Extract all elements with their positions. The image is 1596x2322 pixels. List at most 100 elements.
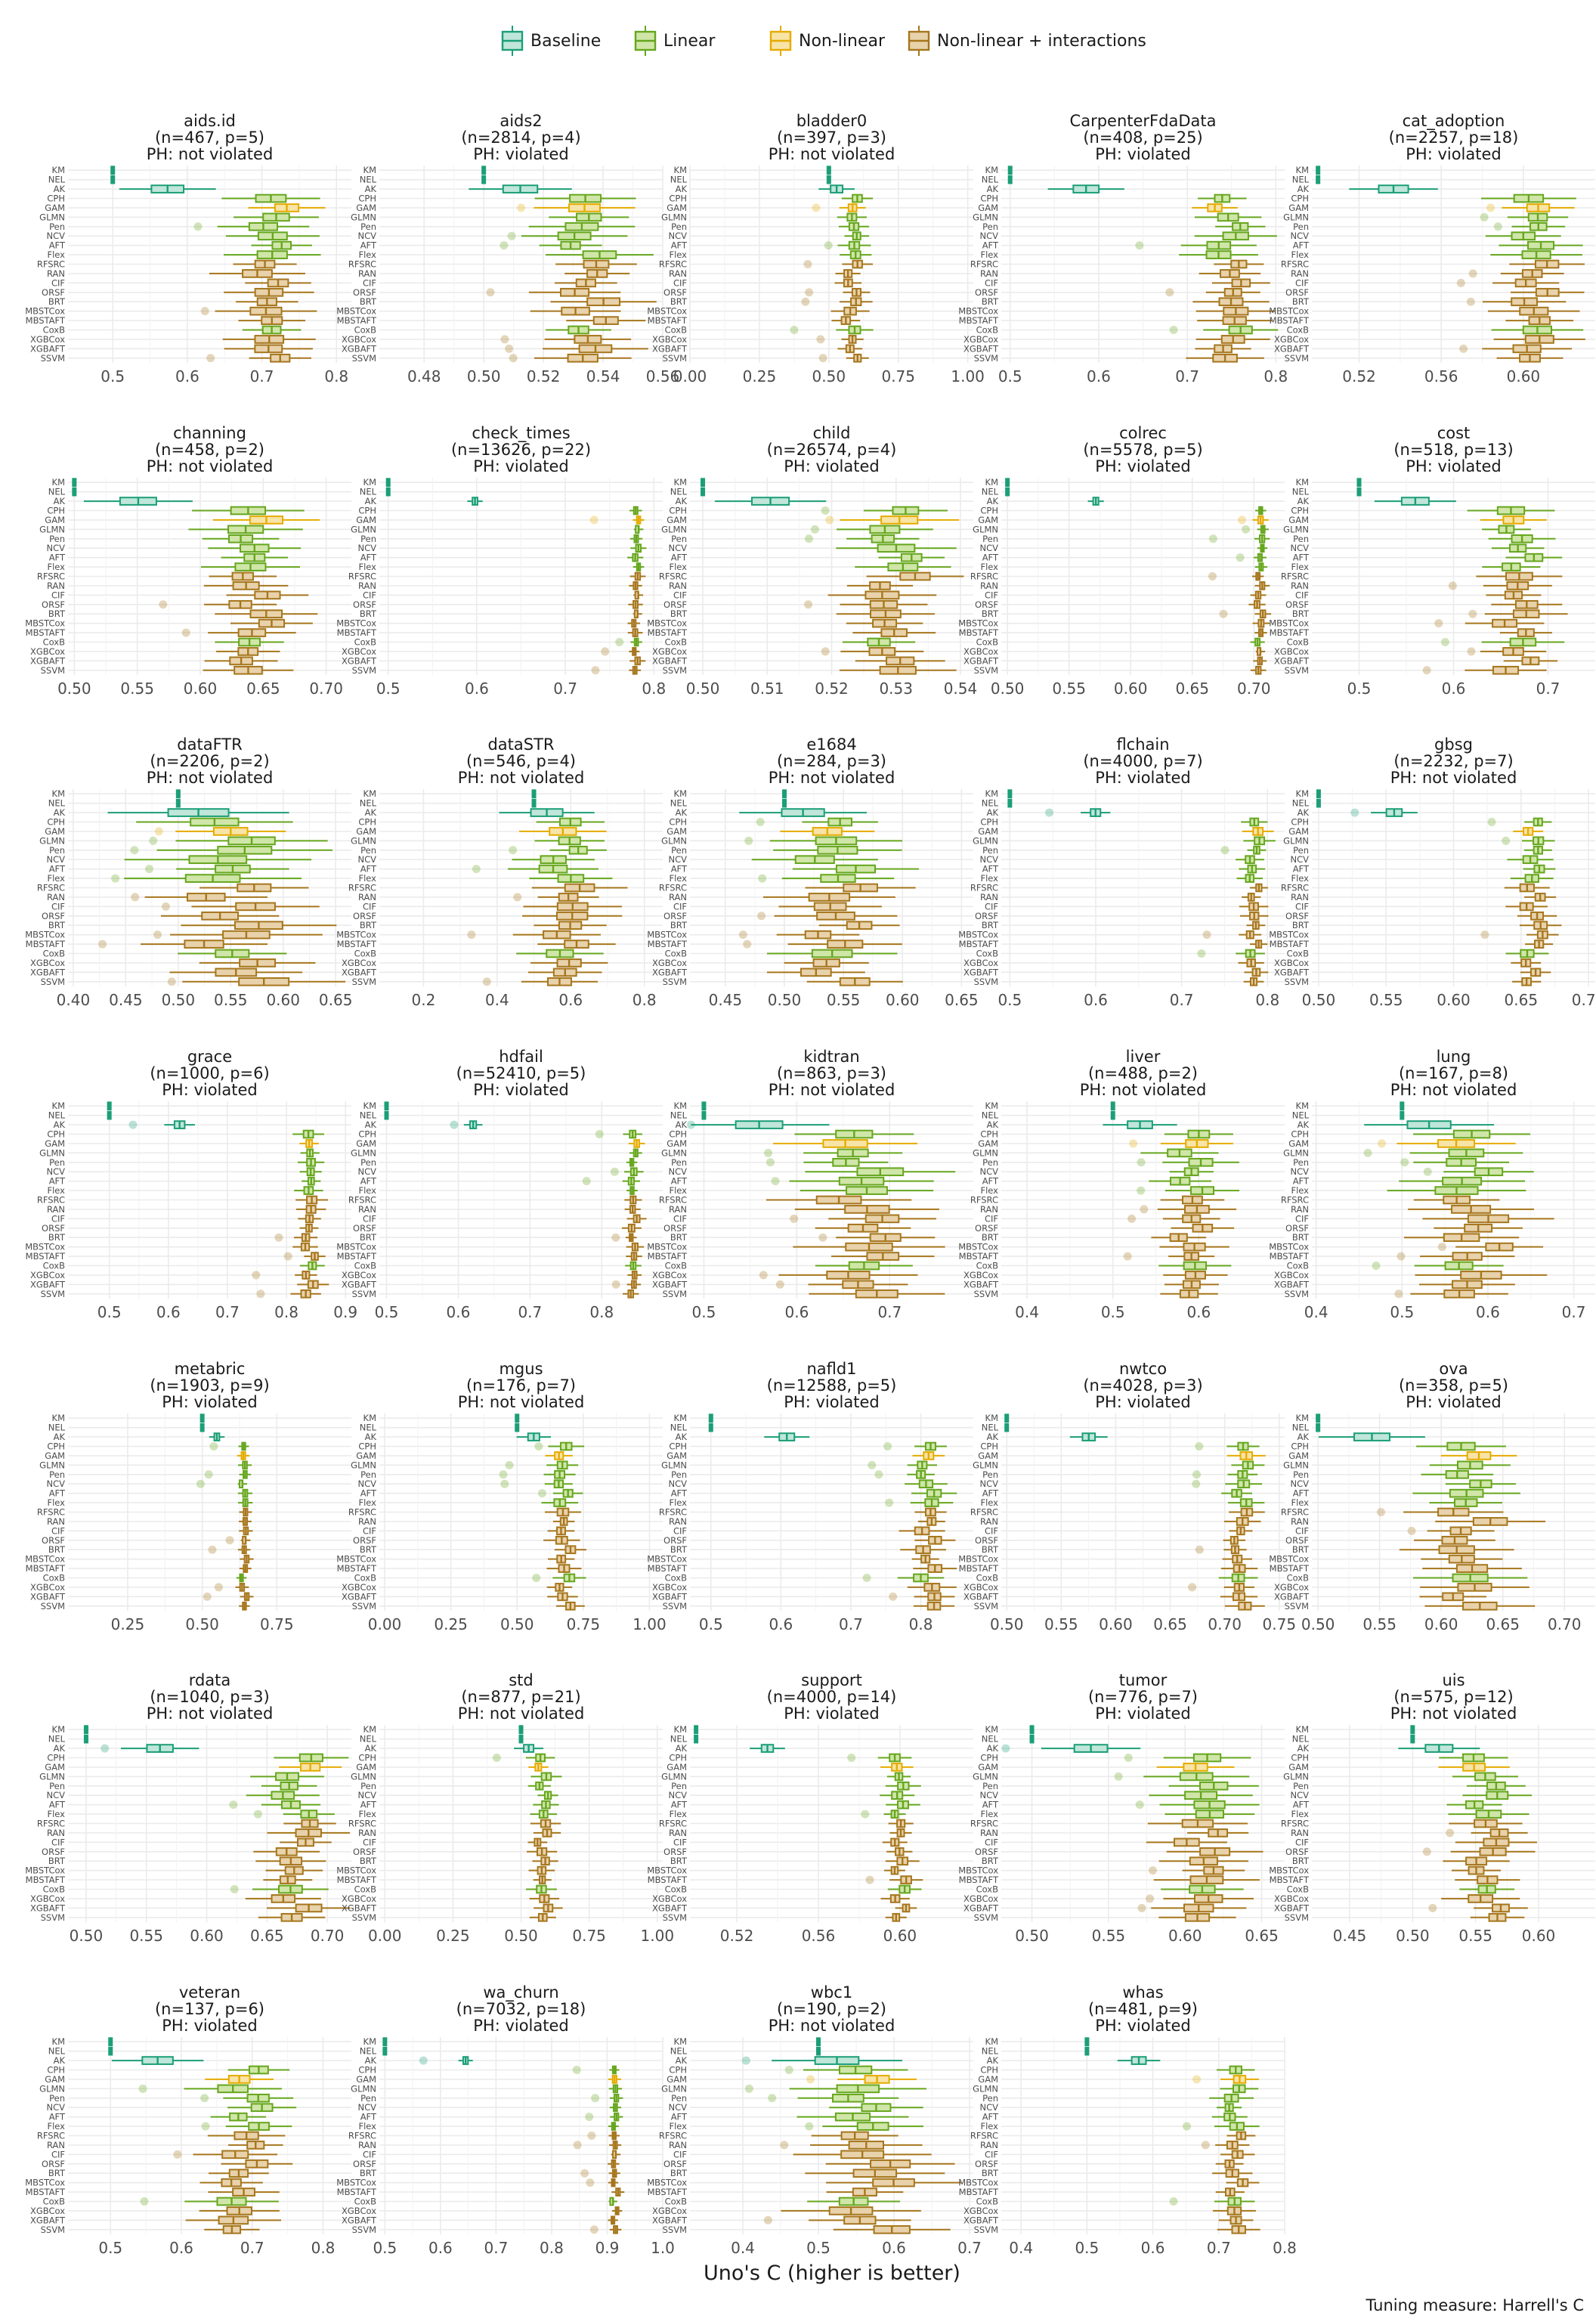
y-tick-label: AK bbox=[365, 496, 377, 506]
y-tick-label: XGBCox bbox=[30, 334, 65, 345]
panel-title-name: veteran bbox=[179, 1983, 240, 2002]
x-tick-label: 0.65 bbox=[1153, 1615, 1187, 1633]
panel-title-ph: PH: not violated bbox=[1390, 1081, 1517, 1099]
box-RFSRC bbox=[1476, 571, 1563, 581]
x-tick-label: 0.52 bbox=[815, 680, 849, 698]
y-tick-label: MBSTCox bbox=[958, 618, 998, 629]
panel-title-name: cat_adoption bbox=[1403, 112, 1505, 131]
y-tick-label: KM bbox=[1296, 477, 1309, 488]
x-tick-label: 0.65 bbox=[250, 1927, 284, 1945]
panel-child: child(n=26574, p=4)PH: violated 0.50 0.51 0… bbox=[647, 424, 977, 698]
box-RAN bbox=[1468, 269, 1564, 278]
box-KM bbox=[1004, 1413, 1010, 1423]
y-tick-label: SSVM bbox=[663, 1289, 687, 1299]
panel-title-info: (n=5578, p=5) bbox=[1083, 441, 1202, 459]
box-KM bbox=[1007, 166, 1013, 175]
x-tick-label: 0.60 bbox=[266, 991, 300, 1009]
y-tick-label: NCV bbox=[669, 231, 688, 241]
box-Flex bbox=[1482, 562, 1541, 571]
box-outlier bbox=[1188, 1583, 1197, 1592]
box-outlier bbox=[1219, 609, 1228, 618]
box-outlier bbox=[1195, 1442, 1204, 1450]
y-tick-label: MBSTAFT bbox=[26, 627, 66, 638]
box-Pen bbox=[629, 534, 643, 543]
y-tick-label: RAN bbox=[1291, 580, 1309, 591]
panel-dataFTR: dataFTR(n=2206, p=2)PH: not violated 0.40… bbox=[25, 735, 352, 1009]
y-tick-label: SSVM bbox=[352, 1289, 376, 1299]
panel-title-ph: PH: violated bbox=[1095, 2017, 1191, 2035]
box-outlier bbox=[1396, 1252, 1406, 1261]
box-outlier bbox=[214, 1583, 223, 1592]
box-NCV bbox=[124, 855, 312, 865]
box-outlier bbox=[1165, 288, 1174, 297]
x-tick-label: 0.53 bbox=[879, 680, 913, 698]
x-tick-label: 0.60 bbox=[886, 991, 920, 1009]
box-outlier bbox=[1202, 930, 1211, 940]
box-MBSTAFT bbox=[852, 628, 936, 637]
box-KM bbox=[708, 1413, 713, 1423]
panel-title-ph: PH: violated bbox=[784, 1704, 880, 1723]
box-outlier bbox=[824, 241, 833, 250]
y-tick-label: NCV bbox=[980, 231, 999, 241]
panel-title-name: CarpenterFdaData bbox=[1070, 112, 1217, 130]
box-outlier bbox=[861, 1810, 870, 1819]
box-CoxB bbox=[516, 949, 604, 958]
box-CIF bbox=[226, 590, 309, 600]
box-AK bbox=[1047, 184, 1124, 194]
y-tick-label: KM bbox=[674, 165, 687, 175]
box-outlier bbox=[818, 1233, 827, 1242]
panel-title-info: (n=4028, p=3) bbox=[1083, 1376, 1202, 1395]
y-tick-label: XGBAFT bbox=[342, 967, 377, 977]
x-tick-label: 0.40 bbox=[57, 991, 91, 1009]
y-tick-label: RFSRC bbox=[1281, 571, 1309, 582]
y-tick-label: SSVM bbox=[663, 2224, 687, 2235]
panel-title-info: (n=284, p=3) bbox=[777, 752, 886, 770]
x-tick-label: 0.50 bbox=[500, 1615, 534, 1633]
box-CPH bbox=[536, 817, 605, 827]
y-tick-label: Flex bbox=[1291, 562, 1310, 572]
box-AFT bbox=[1236, 553, 1267, 562]
box-outlier bbox=[1045, 808, 1054, 817]
y-tick-label: MBSTCox bbox=[647, 306, 687, 317]
box-BRT bbox=[633, 609, 642, 619]
y-tick-label: Pen bbox=[360, 221, 376, 232]
y-tick-label: RFSRC bbox=[348, 259, 376, 270]
panel-title-info: (n=7032, p=18) bbox=[456, 2000, 586, 2018]
box-CIF bbox=[523, 902, 622, 912]
box-ORSF bbox=[522, 911, 623, 921]
y-tick-label: RAN bbox=[47, 580, 65, 591]
panel-title-info: (n=488, p=2) bbox=[1088, 1064, 1198, 1082]
box-KM bbox=[1400, 1101, 1405, 1111]
panel-title-ph: PH: violated bbox=[1095, 769, 1191, 787]
box-Pen bbox=[1208, 534, 1270, 543]
box-outlier bbox=[98, 940, 107, 949]
box-AK bbox=[499, 808, 595, 817]
box-RAN bbox=[835, 269, 861, 278]
box-GLMN bbox=[188, 525, 303, 534]
x-tick-label: 0.75 bbox=[881, 367, 915, 385]
box-outlier bbox=[803, 260, 812, 268]
y-tick-label: SSVM bbox=[41, 353, 65, 364]
y-tick-label: GAM bbox=[356, 826, 376, 837]
box-NCV bbox=[1194, 231, 1277, 241]
box-outlier bbox=[1422, 666, 1431, 675]
panel-title-info: (n=408, p=25) bbox=[1083, 128, 1202, 147]
y-tick-label: KM bbox=[674, 788, 687, 799]
x-tick-label: 0.4 bbox=[485, 991, 509, 1009]
box-NEL bbox=[1316, 798, 1321, 808]
y-tick-label: CPH bbox=[358, 506, 376, 516]
box-RAN bbox=[131, 893, 268, 902]
box-outlier bbox=[1446, 1828, 1455, 1837]
y-tick-label: GAM bbox=[667, 203, 687, 213]
box-MBSTAFT bbox=[566, 316, 646, 325]
y-tick-label: GAM bbox=[667, 826, 687, 837]
panel-title-name: gbsg bbox=[1434, 735, 1473, 754]
x-tick-label: 0.7 bbox=[839, 1615, 863, 1633]
box-XGBCox bbox=[601, 647, 640, 656]
box-KM bbox=[108, 2037, 113, 2047]
y-tick-label: XGBAFT bbox=[652, 343, 688, 354]
box-KM bbox=[515, 1413, 520, 1423]
panel-title-ph: PH: violated bbox=[1406, 1393, 1502, 1411]
y-tick-label: SSVM bbox=[352, 977, 376, 987]
box-KM bbox=[1316, 789, 1321, 799]
